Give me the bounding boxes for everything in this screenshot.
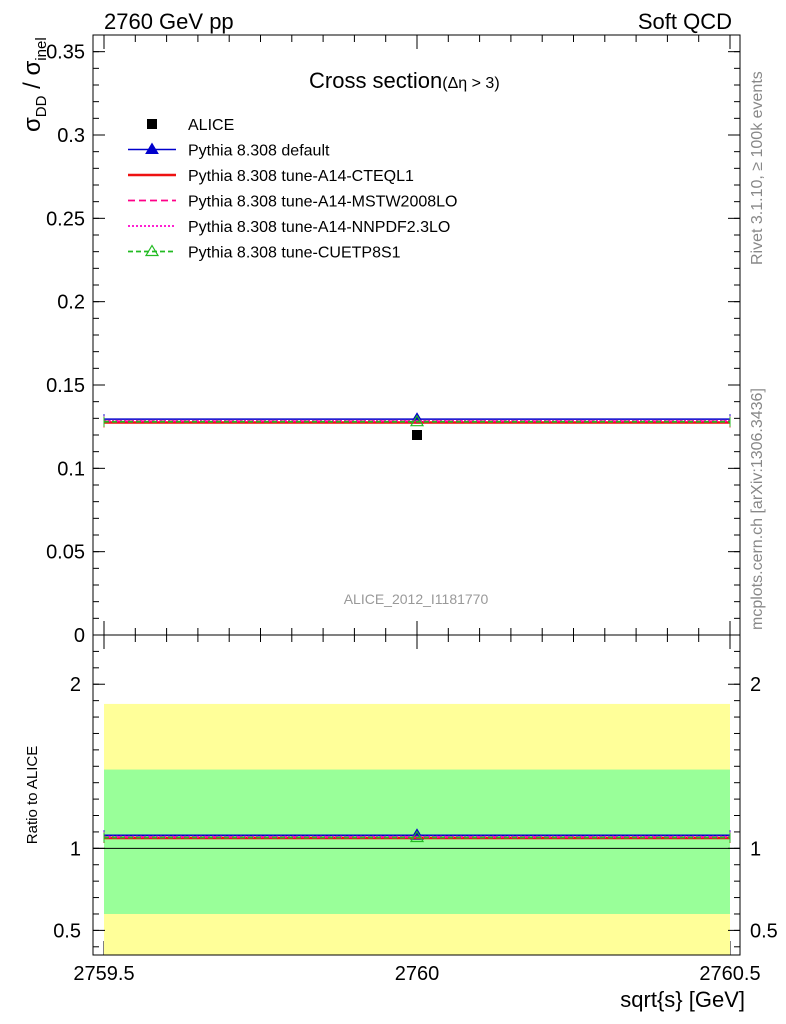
legend-label-5: Pythia 8.308 tune-CUETP8S1 — [188, 245, 401, 262]
y-axis-label-sub1: DD — [33, 95, 50, 117]
y-tick-label: 0.15 — [46, 375, 85, 397]
series-marker-4 — [409, 830, 425, 843]
legend-marker-1 — [145, 142, 159, 154]
chart-title-main: Cross section — [309, 68, 442, 93]
legend-label-2: Pythia 8.308 tune-A14-CTEQL1 — [188, 168, 414, 185]
chart-title-sub: (Δη > 3) — [442, 75, 499, 92]
ratio-y-tick-label: 0.5 — [53, 920, 81, 942]
legend-label-1: Pythia 8.308 default — [188, 143, 330, 160]
y-axis-label: σDD / σinel — [19, 37, 50, 132]
y-tick-label: 0.05 — [46, 542, 85, 564]
y-tick-label: 0.2 — [57, 292, 85, 314]
chart-title: Cross section(Δη > 3) — [309, 68, 500, 93]
header-right: Soft QCD — [638, 9, 732, 34]
side-text-rivet: Rivet 3.1.10, ≥ 100k events — [749, 71, 766, 265]
y-tick-label: 0.35 — [46, 42, 85, 64]
header-left: 2760 GeV pp — [104, 9, 234, 34]
y-tick-label: 0.1 — [57, 458, 85, 480]
x-tick-label: 2759.5 — [73, 963, 134, 985]
legend-label-3: Pythia 8.308 tune-A14-MSTW2008LO — [188, 194, 457, 211]
ratio-y-tick-label: 2 — [70, 674, 81, 696]
y-tick-label: 0 — [74, 625, 85, 647]
x-tick-label: 2760 — [395, 963, 440, 985]
ratio-plot-frame — [92, 634, 741, 956]
ratio-y-tick-label: 1 — [70, 838, 81, 860]
ratio-y-tick-label-right: 2 — [750, 674, 761, 696]
legend-label-0: ALICE — [188, 117, 234, 134]
main-plot: 0 0.05 0.1 0.15 0.2 0.25 0.3 0.35 — [46, 34, 740, 955]
ratio-y-tick-label-right: 1 — [750, 838, 761, 860]
y-tick-label: 0.3 — [57, 125, 85, 147]
ratio-plot: 2759.5 2760 2760.5 0.5 0.5 1 1 2 2 — [53, 634, 778, 985]
side-text-mcplots: mcplots.cern.ch [arXiv:1306.3436] — [749, 388, 766, 630]
ratio-y-tick-label-right: 0.5 — [750, 920, 778, 942]
x-axis-label: sqrt{s} [GeV] — [620, 987, 745, 1012]
x-tick-label: 2760.5 — [699, 963, 760, 985]
y-axis-label-sub2: inel — [33, 37, 50, 60]
series-marker-4 — [409, 414, 425, 427]
alice-data-point — [412, 430, 422, 440]
legend: ALICE Pythia 8.308 default Pythia 8.308 tu… — [128, 117, 457, 262]
y-tick-label: 0.25 — [46, 208, 85, 230]
y-axis-label-sigma: σ — [19, 117, 46, 132]
legend-marker-alice — [147, 119, 157, 129]
legend-label-4: Pythia 8.308 tune-A14-NNPDF2.3LO — [188, 219, 450, 236]
legend-marker-5 — [144, 244, 160, 257]
ratio-y-axis-label: Ratio to ALICE — [24, 746, 41, 844]
watermark: ALICE_2012_I1181770 — [344, 591, 489, 607]
y-axis-label-mid: / σ — [19, 61, 46, 96]
